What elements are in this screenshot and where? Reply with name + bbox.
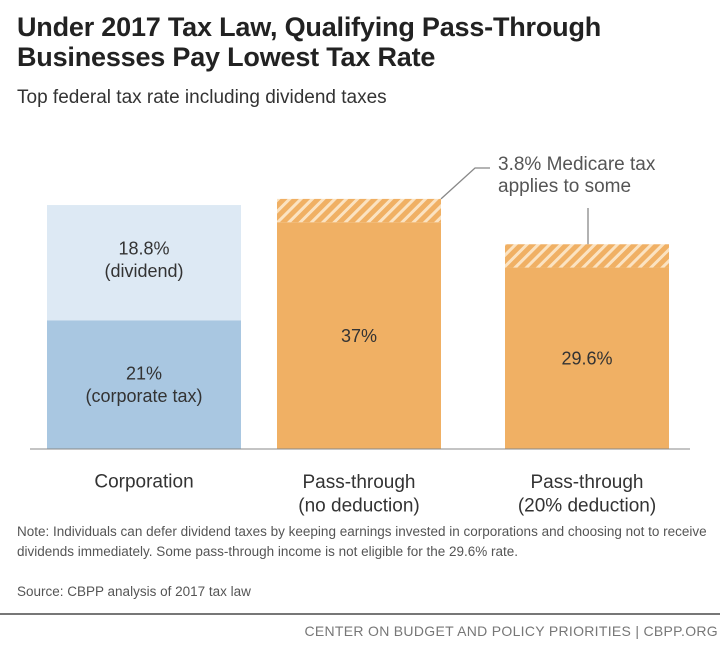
chart-source: Source: CBPP analysis of 2017 tax law — [17, 584, 251, 599]
title-line: Businesses Pay Lowest Tax Rate — [17, 42, 436, 72]
segment-label: 37% — [341, 326, 377, 346]
bar-segment — [277, 198, 441, 223]
segment-label: 21% (corporate tax) — [85, 364, 202, 407]
callout-line — [440, 167, 490, 200]
bar-segment — [505, 244, 669, 268]
footer-credit: CENTER ON BUDGET AND POLICY PRIORITIES |… — [304, 623, 718, 639]
segment-label: 18.8% (dividend) — [104, 239, 183, 282]
chart-title: Under 2017 Tax Law, Qualifying Pass-Thro… — [17, 12, 601, 72]
bar-segment — [47, 320, 241, 449]
annotation-text: 3.8% Medicare tax applies to some — [498, 154, 656, 197]
bar-segment — [47, 205, 241, 321]
category-label: Pass-through (20% deduction) — [518, 472, 656, 517]
category-label: Pass-through (no deduction) — [298, 472, 419, 517]
bar-segment — [505, 267, 669, 449]
category-label: Corporation — [94, 472, 193, 493]
divider — [0, 613, 720, 615]
segment-label: 29.6% — [561, 349, 612, 369]
chart-subtitle: Top federal tax rate including dividend … — [17, 87, 387, 108]
title-line: Under 2017 Tax Law, Qualifying Pass-Thro… — [17, 12, 602, 42]
chart-note: Note: Individuals can defer dividend tax… — [17, 524, 707, 559]
bar-segment — [277, 222, 441, 449]
